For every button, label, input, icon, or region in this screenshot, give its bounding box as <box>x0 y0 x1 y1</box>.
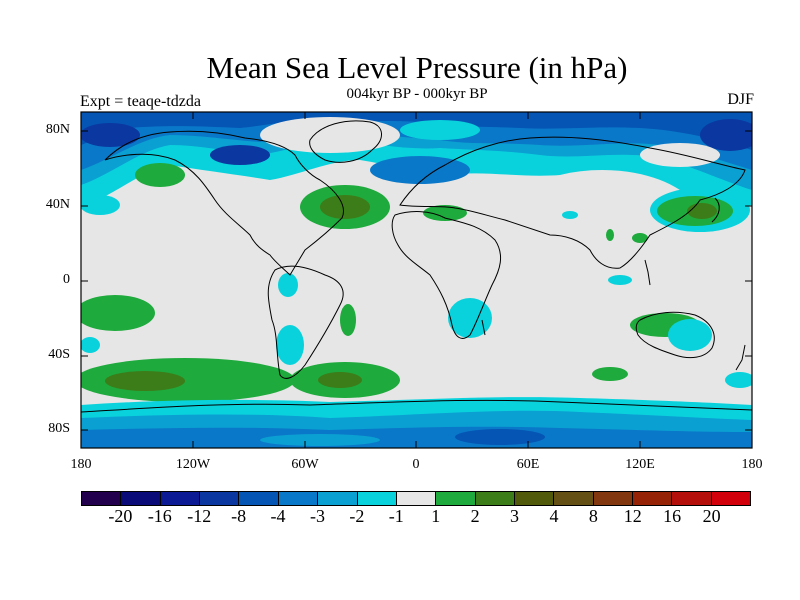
southern-africa-cyan <box>448 298 492 338</box>
south-america-cyan-patch <box>276 325 304 365</box>
legend-swatch <box>672 492 712 505</box>
asia-cyan-patch <box>562 211 578 219</box>
mediterranean-green-patch <box>423 205 467 221</box>
lon-label-60e: 60E <box>516 457 540 472</box>
legend-label: -3 <box>309 506 325 526</box>
africa-coastline <box>391 211 502 339</box>
antarctica-coastline <box>81 399 752 413</box>
eurasia-coastline <box>399 136 746 269</box>
legend-swatch <box>121 492 161 505</box>
southeast-pacific-cyan <box>81 337 100 353</box>
lon-label-180e: 180 <box>741 457 763 472</box>
indian-ocean-cyan-patch <box>608 275 632 285</box>
antarctic-lightblue-patch <box>260 434 380 446</box>
map-title: Mean Sea Level Pressure (in hPa) <box>206 50 628 85</box>
alaska-navy-patch <box>81 123 140 147</box>
legend-label: -8 <box>231 506 247 526</box>
japan-coastline <box>711 197 720 223</box>
legend-label: -12 <box>187 506 212 526</box>
coastlines <box>81 120 752 413</box>
lon-label-120w: 120W <box>175 457 211 472</box>
north-atlantic-high-core <box>320 195 370 219</box>
lon-label-120e: 120E <box>625 457 655 472</box>
north-america-coastline <box>104 130 344 276</box>
map-field <box>81 112 752 448</box>
legend-label: 12 <box>623 506 642 526</box>
legend-swatch <box>514 492 555 505</box>
south-pacific-high-green <box>81 358 295 402</box>
south-atlantic-green-patch <box>340 304 356 336</box>
canada-navy-patch <box>210 145 270 165</box>
legend-label: 4 <box>549 506 559 526</box>
scandinavia-cyan-patch <box>400 120 480 140</box>
lon-label-180w: 180 <box>70 457 92 472</box>
legend-swatch <box>593 492 634 505</box>
greenland-neutral-patch <box>260 117 400 153</box>
legend-label: 2 <box>470 506 480 526</box>
south-atlantic-high-core <box>318 372 362 388</box>
north-pacific-green-patch <box>135 163 185 187</box>
tropical-pacific-green <box>81 295 155 331</box>
legend-swatch <box>200 492 240 505</box>
legend-label: 20 <box>702 506 721 526</box>
lon-label-0: 0 <box>412 457 420 472</box>
amazon-cyan-patch <box>278 273 298 297</box>
philippines-coastline <box>644 259 651 286</box>
legend-swatch <box>278 492 319 505</box>
legend-swatch <box>239 492 279 505</box>
legend-label: -2 <box>349 506 365 526</box>
legend-swatch <box>160 492 201 505</box>
legend-swatch <box>357 492 397 505</box>
arctic-darkblue-zone <box>81 112 752 150</box>
map-subtitle: 004kyr BP - 000kyr BP <box>346 86 488 102</box>
legend-swatch <box>396 492 437 505</box>
legend-swatch <box>554 492 594 505</box>
legend-label: -20 <box>108 506 133 526</box>
legend-swatch <box>633 492 673 505</box>
southern-indian-green-patch <box>592 367 628 381</box>
siberia-neutral-patch <box>640 143 720 167</box>
legend-label: 16 <box>663 506 682 526</box>
lat-label-40s: 40S <box>48 347 70 362</box>
legend-label: 8 <box>588 506 598 526</box>
lat-label-80s: 80S <box>48 421 70 436</box>
greenland-coastline <box>309 120 382 163</box>
color-legend <box>81 491 751 506</box>
lat-label-0: 0 <box>63 272 70 287</box>
legend-label: -4 <box>270 506 286 526</box>
legend-label: -16 <box>147 506 172 526</box>
tasman-cyan-patch <box>725 372 752 388</box>
season-label: DJF <box>727 91 754 108</box>
pacific-cyan-patch <box>81 195 120 215</box>
south-america-coastline <box>267 265 344 379</box>
lon-label-60w: 60W <box>291 457 319 472</box>
legend-label: 3 <box>510 506 520 526</box>
legend-swatch <box>82 492 122 505</box>
axis-ticks <box>81 112 752 448</box>
antarctic-darkblue-patch <box>455 429 545 445</box>
legend-swatch <box>436 492 476 505</box>
south-pacific-high-core <box>105 371 185 391</box>
legend-swatch <box>318 492 358 505</box>
australia-coastline <box>635 311 715 359</box>
madagascar-coastline <box>481 319 486 336</box>
lat-label-40n: 40N <box>45 197 70 212</box>
new-zealand-coastline <box>735 344 746 371</box>
legend-label: -1 <box>388 506 404 526</box>
europe-blue-patch <box>370 156 470 184</box>
legend-swatch <box>475 492 515 505</box>
experiment-label: Expt = teaqe-tdzda <box>80 93 201 110</box>
china-green-patch <box>632 233 648 243</box>
bering-navy-patch <box>700 119 752 151</box>
antarctic-blue-zone <box>81 426 752 448</box>
india-green-patch <box>606 229 614 241</box>
australia-cyan-patch <box>668 319 712 351</box>
northwest-pacific-high-core <box>687 203 717 219</box>
legend-swatch <box>711 492 751 505</box>
legend-label: 1 <box>431 506 441 526</box>
lat-label-80n: 80N <box>45 122 70 137</box>
